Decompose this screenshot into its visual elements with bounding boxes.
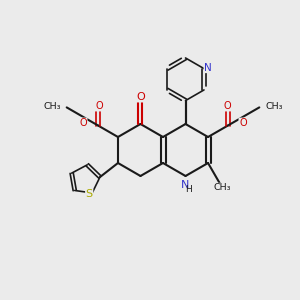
Text: CH₃: CH₃ (43, 102, 61, 111)
Text: O: O (223, 100, 231, 111)
Text: O: O (239, 118, 247, 128)
Text: O: O (79, 118, 87, 128)
Text: N: N (204, 63, 212, 73)
Text: O: O (136, 92, 145, 102)
Text: O: O (95, 100, 103, 111)
Text: CH₃: CH₃ (265, 102, 283, 111)
Text: H: H (185, 185, 192, 194)
Text: S: S (85, 189, 93, 199)
Text: N: N (181, 180, 190, 190)
Text: CH₃: CH₃ (213, 183, 231, 192)
